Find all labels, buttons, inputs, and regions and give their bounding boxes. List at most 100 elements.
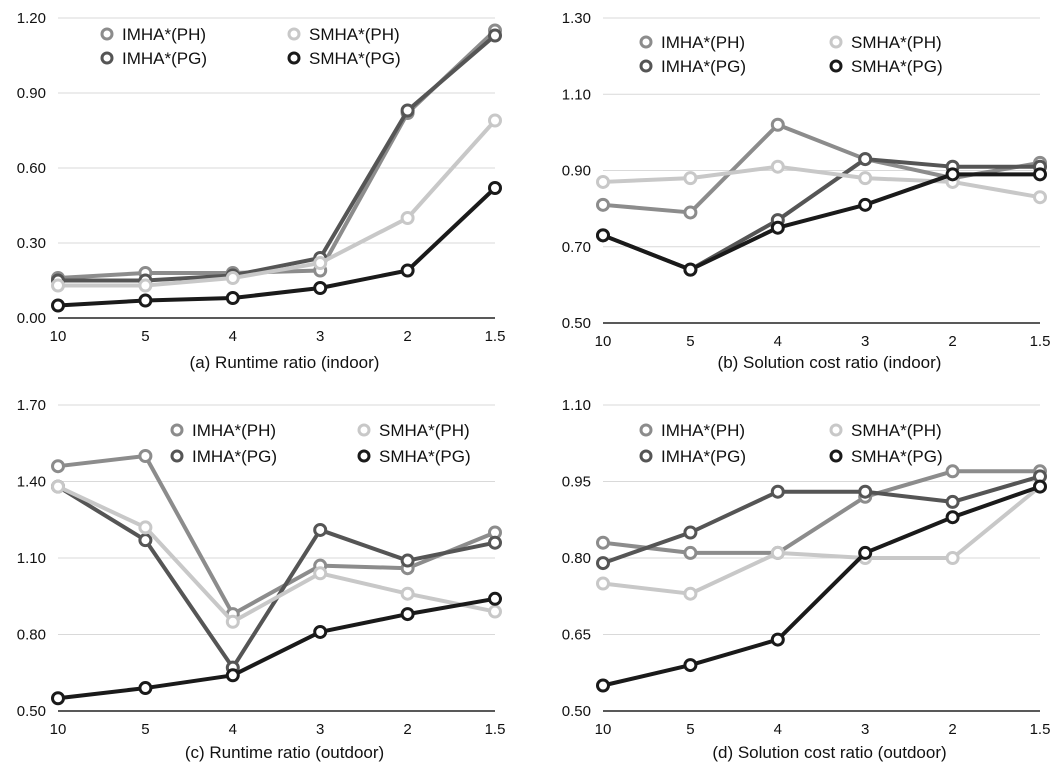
data-point bbox=[770, 545, 785, 560]
data-point bbox=[1033, 190, 1047, 205]
y-tick-label: 0.50 bbox=[562, 703, 591, 720]
data-point bbox=[225, 668, 240, 683]
series-line bbox=[56, 484, 496, 670]
series-line bbox=[58, 119, 497, 288]
legend-label: IMHA*(PH) bbox=[192, 421, 276, 440]
chart-caption: (c) Runtime ratio (outdoor) bbox=[185, 743, 384, 762]
data-point bbox=[51, 459, 65, 474]
chart-caption: (a) Runtime ratio (indoor) bbox=[190, 353, 380, 372]
x-tick-label: 2 bbox=[403, 721, 411, 738]
legend-marker bbox=[639, 423, 653, 437]
data-point bbox=[138, 449, 153, 463]
legend-label: IMHA*(PH) bbox=[661, 421, 745, 440]
data-point bbox=[138, 293, 153, 308]
legend: IMHA*(PH) IMHA*(PG) SMHA*(PH) SMHA*(PG) bbox=[100, 25, 401, 68]
y-tick-label: 1.10 bbox=[562, 397, 591, 414]
y-tick-label: 0.90 bbox=[562, 163, 591, 180]
data-point bbox=[138, 681, 153, 696]
x-tick-label: 3 bbox=[861, 721, 869, 738]
data-point bbox=[770, 632, 785, 647]
data-point bbox=[770, 484, 785, 499]
x-tick-label: 4 bbox=[229, 721, 237, 738]
x-tick-label: 2 bbox=[948, 721, 956, 738]
data-point bbox=[138, 520, 153, 535]
series-line bbox=[57, 596, 496, 701]
legend-label: IMHA*(PH) bbox=[661, 33, 745, 52]
legend-marker bbox=[100, 27, 114, 41]
series-line bbox=[57, 484, 496, 624]
legend-label: SMHA*(PG) bbox=[851, 57, 943, 76]
x-tick-label: 2 bbox=[403, 328, 411, 345]
x-tick-label: 5 bbox=[141, 328, 149, 345]
y-tick-label: 1.10 bbox=[17, 550, 46, 567]
data-point bbox=[858, 545, 873, 560]
data-point bbox=[225, 614, 240, 629]
legend-marker bbox=[357, 449, 371, 463]
series-SMHA*(PG) bbox=[596, 167, 1047, 277]
legend-marker bbox=[829, 59, 843, 73]
chart-d: 0.50 0.65 0.80 0.95 1.10 10 5 4 3 2 1.5 (d) Solutio… bbox=[562, 397, 1051, 762]
data-point bbox=[400, 586, 415, 601]
data-point bbox=[858, 171, 873, 186]
data-point bbox=[488, 181, 502, 195]
y-tick-label: 1.30 bbox=[562, 10, 591, 27]
data-point bbox=[51, 479, 65, 494]
data-point bbox=[945, 167, 960, 182]
data-point bbox=[51, 278, 65, 293]
legend-marker bbox=[639, 449, 653, 463]
data-point bbox=[1033, 167, 1047, 182]
y-tick-label: 0.80 bbox=[562, 550, 591, 567]
x-tick-label: 4 bbox=[774, 333, 782, 350]
data-point bbox=[51, 691, 65, 706]
data-point bbox=[945, 510, 960, 525]
series-line bbox=[57, 454, 496, 617]
x-tick-label: 10 bbox=[595, 721, 612, 738]
y-tick-label: 0.80 bbox=[17, 627, 46, 644]
data-point bbox=[945, 494, 960, 509]
data-point bbox=[225, 271, 240, 285]
data-point bbox=[770, 220, 785, 235]
chart-a: 0.00 0.30 0.60 0.90 1.20 10 5 4 3 2 1.5 (a) Runtime… bbox=[17, 10, 506, 372]
legend-marker bbox=[170, 423, 184, 437]
x-tick-label: 5 bbox=[141, 721, 149, 738]
y-tick-label: 0.50 bbox=[562, 315, 591, 332]
data-point bbox=[770, 117, 785, 132]
series-IMHA*(PH) bbox=[596, 464, 1047, 560]
x-tick-label: 10 bbox=[50, 721, 67, 738]
data-point bbox=[683, 658, 698, 673]
data-point bbox=[858, 197, 873, 212]
y-tick-label: 0.65 bbox=[562, 627, 591, 644]
x-tick-label: 3 bbox=[861, 333, 869, 350]
data-point bbox=[858, 484, 873, 499]
data-point bbox=[1033, 479, 1047, 494]
series-line bbox=[602, 469, 1040, 555]
series-line bbox=[57, 186, 497, 308]
legend-label: SMHA*(PG) bbox=[851, 447, 943, 466]
data-point bbox=[138, 278, 153, 293]
x-tick-label: 4 bbox=[229, 328, 237, 345]
chart-caption: (d) Solution cost ratio (outdoor) bbox=[712, 743, 946, 762]
data-point bbox=[400, 263, 415, 278]
legend: IMHA*(PH) IMHA*(PG) SMHA*(PH) SMHA*(PG) bbox=[170, 421, 471, 466]
series-SMHA*(PG) bbox=[51, 591, 502, 706]
series-IMHA*(PH) bbox=[51, 449, 502, 622]
y-tick-label: 0.50 bbox=[17, 703, 46, 720]
data-point bbox=[313, 566, 328, 581]
series-SMHA*(PH) bbox=[51, 479, 502, 629]
data-point bbox=[488, 28, 502, 43]
data-point bbox=[770, 159, 785, 174]
legend-label: IMHA*(PG) bbox=[122, 49, 207, 68]
chart-c: 0.50 0.80 1.10 1.40 1.70 10 5 4 3 2 1.5 (c) Runtime… bbox=[17, 397, 506, 762]
legend: IMHA*(PH) IMHA*(PG) SMHA*(PH) SMHA*(PG) bbox=[639, 33, 943, 76]
data-point bbox=[683, 205, 698, 220]
data-point bbox=[488, 535, 502, 550]
x-tick-label: 10 bbox=[595, 333, 612, 350]
x-tick-label: 1.5 bbox=[485, 328, 506, 345]
y-tick-label: 0.90 bbox=[17, 85, 46, 102]
legend-marker bbox=[100, 51, 114, 65]
data-point bbox=[683, 171, 698, 186]
y-tick-label: 1.20 bbox=[17, 10, 46, 27]
data-point bbox=[400, 103, 415, 118]
data-point bbox=[596, 576, 610, 591]
data-point bbox=[596, 535, 610, 550]
